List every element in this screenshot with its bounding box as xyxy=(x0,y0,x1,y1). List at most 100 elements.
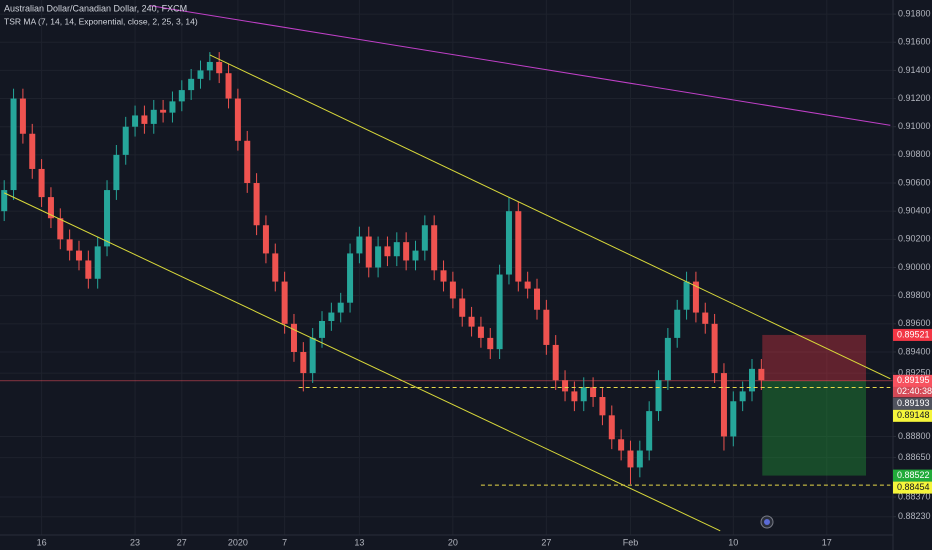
candle-body xyxy=(702,312,709,324)
indicator-label: TSR MA (7, 14, 14, Exponential, close, 2… xyxy=(4,16,198,26)
countdown-label: 02:40:38 xyxy=(897,386,932,396)
candle-body xyxy=(487,337,494,350)
candle-body xyxy=(38,168,45,198)
x-tick-label: 2020 xyxy=(228,537,248,547)
x-tick-label: 7 xyxy=(282,537,287,547)
candle-body xyxy=(449,281,456,299)
candle-body xyxy=(515,211,522,282)
candle-body xyxy=(169,101,176,113)
trend-line xyxy=(149,5,891,126)
candle-body xyxy=(178,90,185,102)
y-tick-label: 0.90600 xyxy=(898,177,931,187)
candle-body xyxy=(664,337,671,381)
price-badge-label: 0.89148 xyxy=(897,410,930,420)
countdown-badge xyxy=(893,386,932,398)
y-tick-label: 0.91000 xyxy=(898,121,931,131)
candle-body xyxy=(113,154,120,191)
candle-body xyxy=(375,246,382,268)
candle-body xyxy=(10,98,17,191)
candle-body xyxy=(19,98,26,134)
candle-body xyxy=(122,126,129,155)
x-tick-label: 17 xyxy=(822,537,832,547)
price-badge-label: 0.89521 xyxy=(897,329,930,339)
grid xyxy=(0,0,893,535)
candle-body xyxy=(730,401,737,437)
candle-body xyxy=(29,133,36,169)
globe-icon-core xyxy=(764,519,770,525)
candle-body xyxy=(290,323,297,352)
price-badge xyxy=(893,397,932,410)
y-tick-label: 0.89600 xyxy=(898,318,931,328)
candle-body xyxy=(75,250,82,261)
candle-body xyxy=(412,250,419,261)
y-tick-label: 0.88370 xyxy=(898,491,931,501)
candle-body xyxy=(66,239,73,251)
candle-body xyxy=(720,373,727,437)
candle-body xyxy=(197,70,204,79)
price-badge-label: 0.88454 xyxy=(897,482,930,492)
trend-line xyxy=(3,192,721,532)
price-badge-label: 0.88522 xyxy=(897,470,930,480)
candle-body xyxy=(94,246,101,279)
candle-body xyxy=(543,309,550,345)
candle-body xyxy=(562,380,569,392)
candle-body xyxy=(748,368,755,392)
candle-body xyxy=(618,439,625,451)
candle-body xyxy=(524,281,531,289)
candle-body xyxy=(636,450,643,468)
candle-body xyxy=(85,260,92,279)
price-badge xyxy=(893,328,932,341)
candle-body xyxy=(337,302,344,313)
candle-body xyxy=(580,387,587,402)
candle-body xyxy=(627,450,634,468)
y-tick-label: 0.88800 xyxy=(898,431,931,441)
candle-body xyxy=(674,309,681,338)
y-tick-label: 0.89250 xyxy=(898,367,931,377)
candle-body xyxy=(47,197,54,219)
candle-body xyxy=(758,368,765,381)
candle-body xyxy=(692,281,699,313)
y-tick-label: 0.90000 xyxy=(898,262,931,272)
candle-body xyxy=(608,415,615,440)
candle-body xyxy=(150,109,157,124)
x-tick-label: Feb xyxy=(623,537,639,547)
x-tick-label: 27 xyxy=(541,537,551,547)
price-badge xyxy=(893,469,932,482)
trend-line xyxy=(209,54,891,380)
candle-body xyxy=(206,61,213,71)
y-tick-label: 0.90200 xyxy=(898,234,931,244)
x-tick-label: 10 xyxy=(728,537,738,547)
chart-title: Australian Dollar/Canadian Dollar, 240, … xyxy=(4,3,187,13)
price-badge xyxy=(893,374,932,387)
y-tick-label: 0.91800 xyxy=(898,8,931,18)
candle-body xyxy=(365,236,372,268)
x-tick-label: 27 xyxy=(177,537,187,547)
y-tick-label: 0.91600 xyxy=(898,37,931,47)
candle-body xyxy=(216,61,223,74)
candle-body xyxy=(272,253,279,282)
candle-body xyxy=(1,190,8,212)
candle-body xyxy=(496,274,503,350)
x-tick-label: 23 xyxy=(130,537,140,547)
candle-body xyxy=(347,253,354,303)
candle-body xyxy=(309,337,316,374)
x-tick-label: 16 xyxy=(37,537,47,547)
candle-body xyxy=(160,109,167,113)
y-tick-label: 0.88230 xyxy=(898,511,931,521)
candle-body xyxy=(141,115,148,124)
candle-body xyxy=(104,190,111,247)
x-tick-label: 20 xyxy=(448,537,458,547)
x-tick-label: 13 xyxy=(354,537,364,547)
candle-body xyxy=(253,183,260,226)
price-badge xyxy=(893,481,932,494)
stop-zone xyxy=(762,334,867,381)
candle-body xyxy=(225,73,232,99)
price-badge-label: 0.89193 xyxy=(897,398,930,408)
candle-body xyxy=(356,236,363,254)
price-axis: 0.91800 0.91600 0.91400 0.91200 0.91000 0.908… xyxy=(893,8,932,521)
price-badge-label: 0.89195 xyxy=(897,375,930,385)
candle-body xyxy=(646,411,653,451)
candle-body xyxy=(328,312,335,321)
